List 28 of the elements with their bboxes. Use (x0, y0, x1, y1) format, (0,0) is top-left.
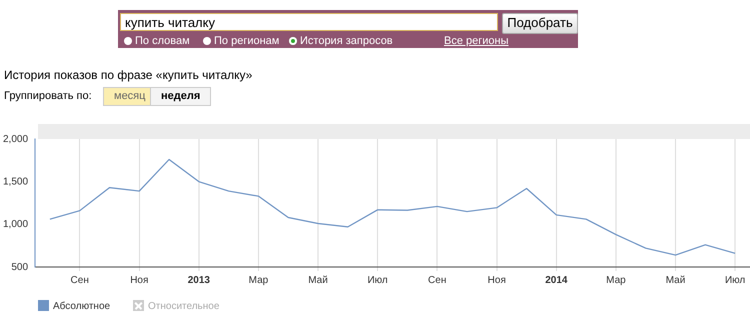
x-tick-label: Ноя (130, 274, 148, 286)
x-tick-label: Май (308, 274, 328, 286)
x-tick-label: Сен (70, 274, 89, 286)
y-tick-label: 1,500 (2, 176, 28, 188)
legend-label: Абсолютное (52, 300, 110, 312)
x-tick-label: Июл (367, 274, 388, 286)
text: месяц (103, 87, 156, 106)
text: Подобрать (502, 13, 578, 34)
text: По словам (134, 35, 190, 48)
text: Группировать по: (4, 90, 92, 102)
x-tick-label: Май (666, 274, 686, 286)
y-tick-label: 2,000 (2, 134, 28, 145)
x-tick-label: Июл (724, 274, 746, 286)
y-tick-label: 500 (11, 262, 28, 273)
x-tick-label: Мар (606, 274, 626, 286)
y-tick-label: 1,000 (2, 219, 28, 230)
text: Все регионы (444, 35, 509, 48)
x-tick-label: 2013 (188, 274, 210, 286)
text: По регионам (213, 35, 280, 48)
x-tick-label: Мар (248, 274, 269, 286)
text: неделя (150, 87, 212, 106)
text: купить читалку (120, 13, 498, 31)
x-tick-label: Ноя (488, 274, 506, 286)
text: История запросов (299, 35, 393, 48)
x-tick-label: Сен (428, 274, 446, 286)
x-tick-label: 2014 (545, 274, 568, 286)
chart-title: История показов по фразе «купить читалку» (4, 68, 252, 82)
text: Относительное (148, 301, 220, 312)
